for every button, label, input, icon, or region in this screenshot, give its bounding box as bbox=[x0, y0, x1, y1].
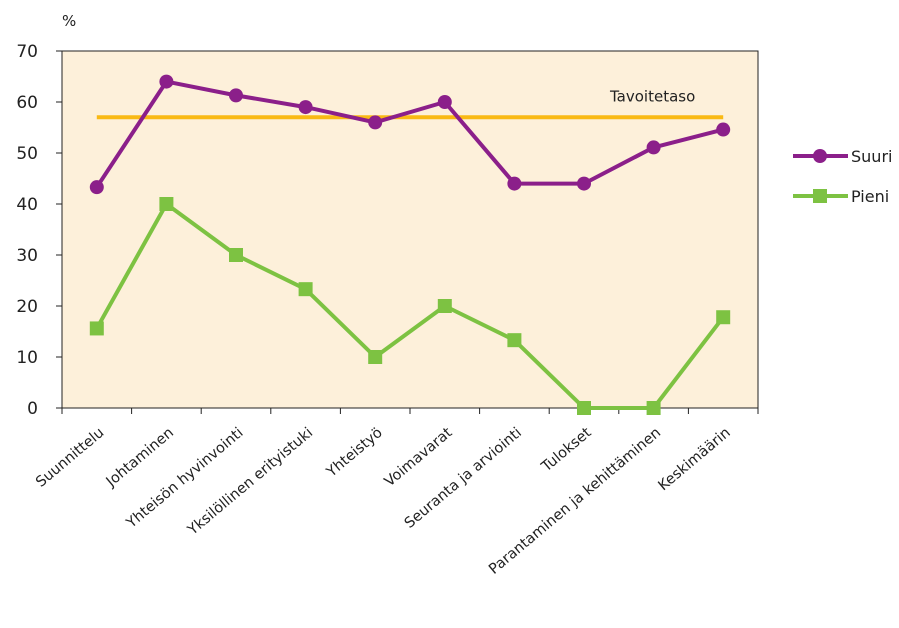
data-point bbox=[716, 122, 731, 137]
data-point bbox=[229, 88, 243, 103]
data-point bbox=[298, 282, 313, 297]
legend-marker bbox=[813, 149, 827, 163]
data-point bbox=[89, 180, 104, 195]
x-category-label: Yhteisön hyvinvointi bbox=[123, 425, 247, 532]
data-point bbox=[298, 100, 313, 115]
y-tick-label: 50 bbox=[16, 144, 38, 164]
data-point bbox=[89, 321, 104, 336]
x-category-label: Yhteistyö bbox=[323, 425, 386, 481]
legend: Suuri Pieni bbox=[793, 147, 892, 206]
x-category-label: Keskimäärin bbox=[655, 425, 733, 494]
y-tick-label: 70 bbox=[16, 42, 38, 62]
y-unit-label: % bbox=[62, 12, 76, 30]
x-category-label: Seuranta ja arviointi bbox=[402, 425, 525, 532]
series-group bbox=[89, 74, 731, 415]
data-point bbox=[646, 401, 661, 415]
y-tick-label: 30 bbox=[16, 246, 38, 266]
x-category-label: Tulokset bbox=[538, 425, 595, 476]
data-point bbox=[646, 140, 661, 155]
data-point bbox=[507, 176, 522, 191]
reference-line-label: Tavoitetaso bbox=[609, 87, 695, 105]
data-point bbox=[437, 299, 452, 313]
y-tick-label: 10 bbox=[16, 348, 38, 368]
data-point bbox=[577, 401, 591, 415]
y-tick-label: 0 bbox=[27, 399, 38, 419]
reference-line-group: Tavoitetaso bbox=[96, 87, 724, 120]
data-point bbox=[437, 95, 452, 109]
y-tick-label: 20 bbox=[16, 297, 38, 317]
data-point bbox=[507, 333, 522, 348]
y-axis: 0 10 20 30 40 50 60 70 bbox=[16, 42, 62, 419]
data-point bbox=[716, 310, 731, 325]
data-point bbox=[159, 74, 174, 89]
series-suuri bbox=[89, 74, 731, 195]
x-category-label: Suunnittelu bbox=[33, 425, 107, 491]
x-category-label: Voimavarat bbox=[382, 425, 456, 491]
series-line bbox=[95, 79, 724, 189]
x-category-label: Yksilöllinen erityistuki bbox=[184, 425, 316, 539]
legend-label: Suuri bbox=[851, 147, 892, 166]
data-point bbox=[368, 115, 383, 130]
legend-marker bbox=[813, 189, 827, 203]
data-point bbox=[159, 197, 174, 211]
data-point bbox=[368, 350, 383, 364]
series-pieni bbox=[89, 197, 731, 415]
x-category-label: Johtaminen bbox=[103, 425, 177, 491]
data-point bbox=[577, 176, 591, 191]
y-tick-label: 60 bbox=[16, 93, 38, 113]
series-line bbox=[95, 202, 725, 410]
legend-label: Pieni bbox=[851, 187, 889, 206]
y-tick-label: 40 bbox=[16, 195, 38, 215]
data-point bbox=[229, 248, 243, 262]
